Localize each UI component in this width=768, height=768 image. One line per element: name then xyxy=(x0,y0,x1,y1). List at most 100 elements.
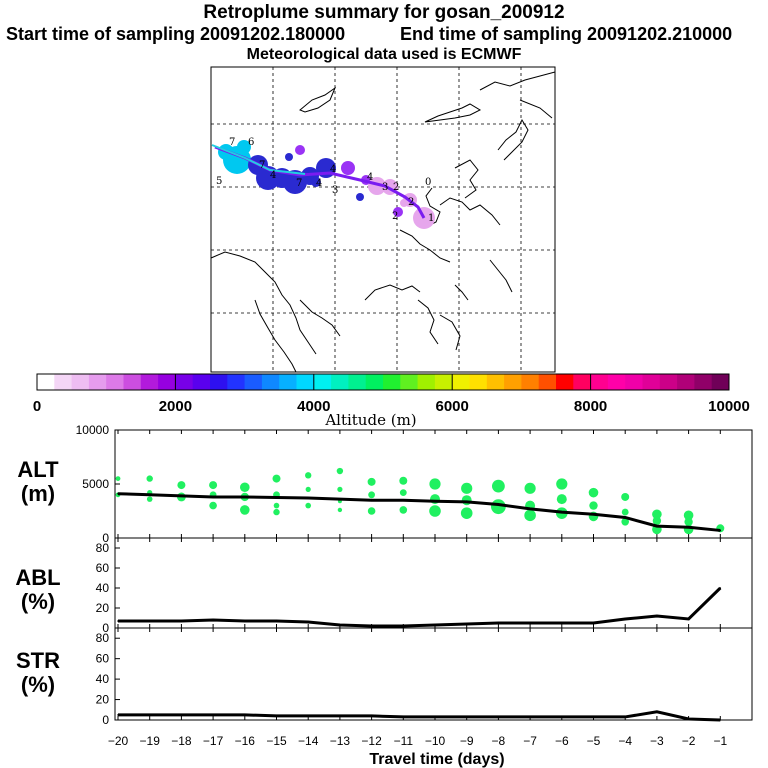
altitude-cluster-dot xyxy=(305,472,312,479)
series-point xyxy=(117,492,119,495)
colorbar-swatch xyxy=(711,374,730,390)
series-point xyxy=(212,714,214,716)
x-tick-label: −9 xyxy=(460,734,474,748)
y-tick-label: 20 xyxy=(96,601,110,615)
altitude-cluster-dot xyxy=(273,508,280,516)
map-coastline xyxy=(479,71,556,91)
map-coastline xyxy=(519,99,553,119)
altitude-cluster-dot xyxy=(684,517,693,526)
map-coastline xyxy=(299,86,337,113)
colorbar-swatch xyxy=(331,374,349,390)
map-coastline xyxy=(454,284,469,301)
map-coastline xyxy=(210,251,317,355)
altitude-cluster-dot xyxy=(429,505,441,517)
series-point xyxy=(465,623,468,625)
colorbar-swatch xyxy=(677,374,695,390)
map-coastline xyxy=(399,229,451,263)
altitude-cluster-dot xyxy=(368,491,375,499)
series-point xyxy=(624,516,626,519)
x-tick-label: −11 xyxy=(394,734,414,748)
altitude-cluster-dot xyxy=(146,475,153,482)
altitude-cluster-dot xyxy=(556,478,568,490)
series-point xyxy=(656,615,658,617)
altitude-cluster-dot xyxy=(240,482,250,493)
colorbar-swatch xyxy=(71,374,90,390)
series-point xyxy=(244,620,246,622)
series-point xyxy=(402,716,405,718)
colorbar-swatch xyxy=(244,374,263,390)
map-day-label: 4 xyxy=(270,170,276,181)
series-point xyxy=(656,711,658,713)
altitude-cluster-dot xyxy=(399,489,407,497)
end-time-label: End time of sampling 20091202.210000 xyxy=(400,24,733,44)
colorbar-swatch xyxy=(486,374,505,390)
x-axis-label: Travel time (days) xyxy=(369,751,504,768)
altitude-cluster-dot xyxy=(177,481,186,490)
map-day-label: 6 xyxy=(248,137,254,148)
altitude-cluster-dot xyxy=(621,492,630,501)
series-point xyxy=(561,716,563,718)
series-point xyxy=(497,622,500,624)
x-tick-label: −16 xyxy=(235,734,256,748)
altitude-cluster-dot xyxy=(305,502,312,509)
altitude-colorbar: 0 2000 4000 6000 8000 10000 xyxy=(33,373,750,415)
series-point xyxy=(402,499,405,502)
abl-label-line2: (%) xyxy=(21,589,55,614)
map-coastline xyxy=(497,118,529,161)
colorbar-swatch xyxy=(521,374,540,390)
trajectory-dot xyxy=(295,145,305,155)
series-point xyxy=(244,496,246,498)
x-tick-label: −3 xyxy=(650,734,664,748)
series-point xyxy=(719,529,722,532)
x-tick-label: −2 xyxy=(682,734,696,748)
series-point xyxy=(592,513,595,516)
series-point xyxy=(687,526,690,528)
series-point xyxy=(497,716,500,718)
series-point xyxy=(148,620,151,622)
map-day-label: 7 xyxy=(259,160,265,171)
colorbar-swatch xyxy=(417,374,436,390)
colorbar-swatch xyxy=(123,374,142,390)
map-frame xyxy=(210,66,556,373)
x-tick-label: −13 xyxy=(330,734,351,748)
x-tick-label: −20 xyxy=(108,734,129,748)
map-coastline xyxy=(439,314,461,351)
map-coastline xyxy=(254,299,297,373)
series-point xyxy=(402,625,405,627)
series-point xyxy=(180,620,183,622)
colorbar-swatch xyxy=(642,374,661,390)
altitude-cluster-dot xyxy=(273,502,280,509)
series-point xyxy=(434,716,436,718)
colorbar-swatch xyxy=(348,374,367,390)
series-point xyxy=(624,618,626,620)
colorbar-tick-label: 2000 xyxy=(159,398,192,415)
trajectory-dot xyxy=(285,153,293,161)
y-tick-label: 5000 xyxy=(82,477,109,491)
series-point xyxy=(212,619,214,621)
series-point xyxy=(529,508,531,510)
alt-panel: 10000 5000 0 xyxy=(76,423,753,545)
travel-time-axis: −20 −19 −18 −17 −16 −15 −14 −13 −12 −11 −10 −9 −8 −7 −… xyxy=(108,734,728,748)
colorbar-swatch xyxy=(434,374,453,390)
map-day-label: 7 xyxy=(229,137,235,148)
colorbar-swatch xyxy=(400,374,418,390)
series-point xyxy=(370,625,373,627)
altitude-cluster-dot xyxy=(683,510,694,521)
series-point xyxy=(561,511,563,513)
map-day-label: 4 xyxy=(330,164,336,175)
map-coastline xyxy=(299,299,341,337)
map-coastline xyxy=(454,159,479,199)
y-tick-label: 80 xyxy=(96,631,110,645)
series-point xyxy=(180,714,183,716)
y-tick-label: 0 xyxy=(102,713,109,727)
map-coastline xyxy=(489,259,513,293)
colorbar-swatch xyxy=(365,374,384,390)
series-point xyxy=(212,496,214,498)
altitude-cluster-dot xyxy=(460,507,473,519)
pABL-frame xyxy=(114,537,753,629)
altitude-cluster-dot xyxy=(461,482,473,494)
series-point xyxy=(592,622,595,624)
series-point xyxy=(275,620,278,622)
series-point xyxy=(529,716,531,718)
